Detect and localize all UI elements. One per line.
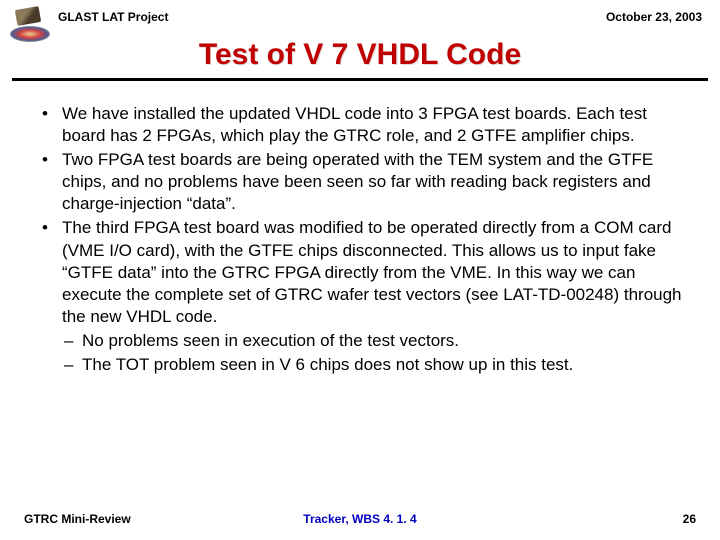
slide-header: GLAST LAT Project October 23, 2003 <box>0 0 720 44</box>
bullet-list: We have installed the updated VHDL code … <box>36 103 692 376</box>
bullet-item: We have installed the updated VHDL code … <box>36 103 692 147</box>
footer-page-number: 26 <box>683 512 696 526</box>
sub-bullet-list: No problems seen in execution of the tes… <box>62 330 692 376</box>
bullet-item: The third FPGA test board was modified t… <box>36 217 692 376</box>
slide-title: Test of V 7 VHDL Code <box>0 38 720 78</box>
sub-bullet-item: The TOT problem seen in V 6 chips does n… <box>62 354 692 376</box>
footer-left: GTRC Mini-Review <box>24 512 131 526</box>
header-top-row: GLAST LAT Project October 23, 2003 <box>58 8 702 24</box>
footer-center: Tracker, WBS 4. 1. 4 <box>303 512 416 526</box>
logo-satellite-icon <box>15 6 41 26</box>
project-label: GLAST LAT Project <box>58 10 168 24</box>
bullet-text: We have installed the updated VHDL code … <box>62 104 647 145</box>
slide-footer: GTRC Mini-Review Tracker, WBS 4. 1. 4 26 <box>0 512 720 526</box>
bullet-text: The third FPGA test board was modified t… <box>62 218 682 325</box>
logo-disc-icon <box>10 26 50 42</box>
date-label: October 23, 2003 <box>606 10 702 24</box>
bullet-item: Two FPGA test boards are being operated … <box>36 149 692 215</box>
sub-bullet-item: No problems seen in execution of the tes… <box>62 330 692 352</box>
slide-body: We have installed the updated VHDL code … <box>0 81 720 376</box>
bullet-text: Two FPGA test boards are being operated … <box>62 150 653 213</box>
project-logo <box>8 8 52 44</box>
